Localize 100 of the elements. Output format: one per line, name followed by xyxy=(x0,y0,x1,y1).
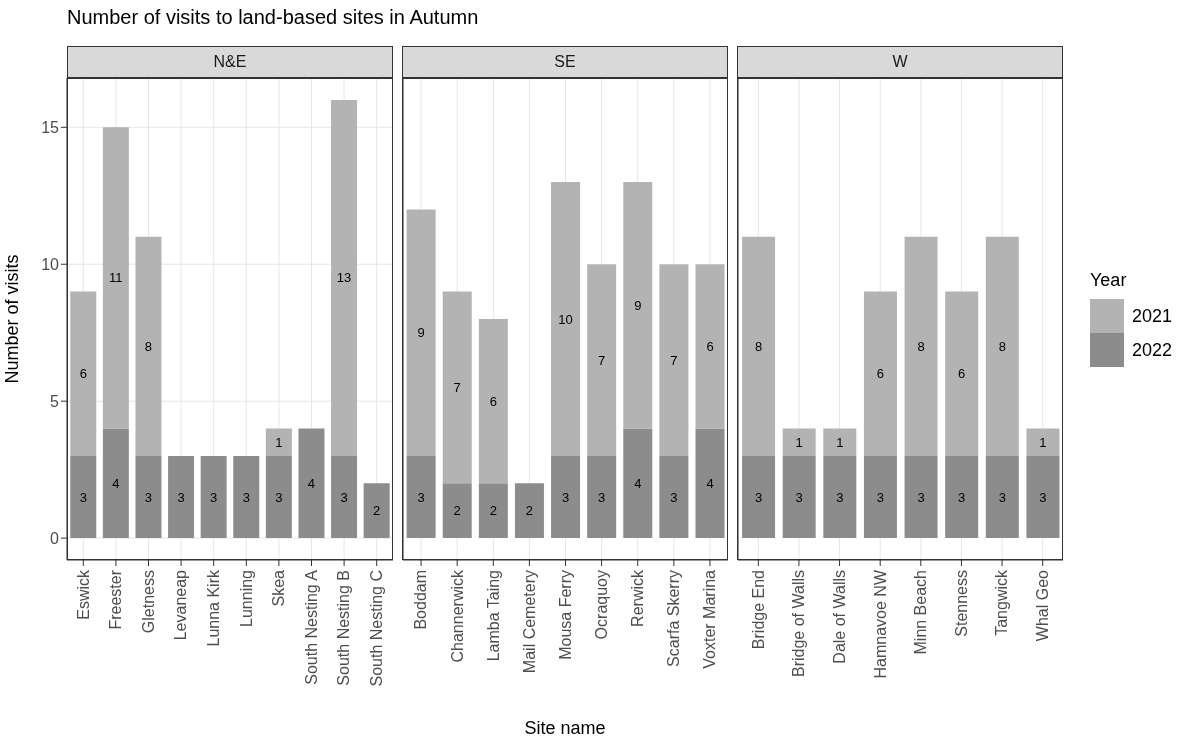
bar xyxy=(102,428,129,539)
bar xyxy=(742,236,776,456)
x-tick-label: Minn Beach xyxy=(912,570,930,655)
x-tick-label: Channerwick xyxy=(448,569,466,663)
bar xyxy=(587,455,617,539)
bar xyxy=(863,455,897,539)
bar xyxy=(945,455,979,539)
bar xyxy=(623,182,653,429)
bar xyxy=(1026,428,1060,456)
data-label: 1 xyxy=(836,434,844,450)
data-label: 3 xyxy=(210,489,218,505)
data-label: 8 xyxy=(754,338,763,354)
chart-title: Number of visits to land-based sites in Autumn xyxy=(67,6,479,29)
bar xyxy=(70,455,97,539)
bar xyxy=(823,455,857,539)
bar xyxy=(904,455,938,539)
bar xyxy=(659,264,689,456)
bar xyxy=(514,483,544,539)
bar xyxy=(551,182,581,456)
bar xyxy=(823,428,857,456)
data-label: 3 xyxy=(275,489,283,505)
data-label: 10 xyxy=(558,311,573,327)
data-label: 2 xyxy=(453,503,461,519)
x-tick-label: Rerwick xyxy=(629,569,647,627)
bar xyxy=(298,428,325,539)
data-label: 6 xyxy=(79,366,87,382)
y-tick-label: 15 xyxy=(41,118,60,136)
x-tick-label: Bridge of Walls xyxy=(790,570,808,677)
x-tick-label: Ocraquoy xyxy=(592,570,610,640)
x-tick-label: Voxter Marina xyxy=(701,569,719,669)
x-tick-label: Scarfa Skerry xyxy=(665,570,683,667)
data-label: 1 xyxy=(1039,434,1047,450)
bar xyxy=(863,291,897,456)
data-label: 9 xyxy=(634,297,642,313)
data-label: 6 xyxy=(489,393,497,409)
data-label: 8 xyxy=(917,338,925,354)
bar xyxy=(782,428,816,456)
x-tick-label: Tangwick xyxy=(993,569,1011,636)
bar xyxy=(659,455,689,539)
y-tick-label: 10 xyxy=(41,255,60,273)
data-label: 1 xyxy=(795,434,803,450)
data-label: 3 xyxy=(1039,489,1047,505)
x-tick-label: Mail Cemetery xyxy=(520,570,538,674)
x-tick-label: Boddam xyxy=(412,570,430,630)
data-label: 4 xyxy=(634,475,642,491)
data-label: 3 xyxy=(917,489,925,505)
x-tick-label: Eswick xyxy=(74,569,92,620)
bar xyxy=(200,455,227,539)
bar xyxy=(233,455,260,539)
bar xyxy=(587,264,617,456)
x-tick-label: South Nesting B xyxy=(335,570,353,686)
bar xyxy=(406,455,436,539)
bar xyxy=(985,455,1019,539)
bar xyxy=(478,483,508,539)
data-label: 13 xyxy=(336,270,352,286)
data-label: 7 xyxy=(670,352,678,368)
bar xyxy=(442,483,472,539)
bar xyxy=(945,291,979,456)
bar xyxy=(70,291,97,456)
x-tick-label: Mousa Ferry xyxy=(556,570,574,660)
chart-subtitle: W xyxy=(737,46,1063,78)
bar xyxy=(551,455,581,539)
data-label: 4 xyxy=(112,475,120,491)
data-label: 3 xyxy=(670,489,678,505)
data-label: 3 xyxy=(795,489,803,505)
data-label: 3 xyxy=(561,489,570,505)
data-label: 3 xyxy=(754,489,763,505)
data-label: 9 xyxy=(417,325,425,341)
bar xyxy=(695,264,725,429)
bar xyxy=(985,236,1019,456)
bar xyxy=(135,455,162,539)
data-label: 3 xyxy=(144,489,153,505)
data-label: 2 xyxy=(489,503,497,519)
bar xyxy=(331,99,358,456)
legend-label: 2021 xyxy=(1132,305,1173,327)
data-label: 7 xyxy=(453,379,461,395)
bar xyxy=(1026,455,1060,539)
x-tick-label: Bridge End xyxy=(749,570,767,650)
x-tick-label: South Nesting C xyxy=(368,570,386,687)
data-label: 3 xyxy=(836,489,844,505)
data-label: 11 xyxy=(109,270,123,286)
y-tick-label: 0 xyxy=(50,529,60,547)
data-label: 3 xyxy=(177,489,185,505)
data-label: 3 xyxy=(998,489,1006,505)
bar xyxy=(102,127,129,429)
x-tick-label: Hamnavoe NW xyxy=(871,569,889,679)
data-label: 3 xyxy=(340,489,348,505)
y-tick-label: 5 xyxy=(50,392,60,410)
x-tick-label: Whal Geo xyxy=(1034,569,1052,642)
data-label: 6 xyxy=(876,366,885,382)
bar xyxy=(135,236,162,456)
bar xyxy=(168,455,195,539)
bar xyxy=(331,455,358,539)
data-label: 3 xyxy=(876,489,885,505)
bar xyxy=(904,236,938,456)
data-label: 7 xyxy=(598,352,606,368)
y-axis-title: Number of visits xyxy=(1,254,23,384)
data-label: 3 xyxy=(417,489,425,505)
x-tick-label: Gletness xyxy=(139,570,157,634)
data-label: 4 xyxy=(706,475,714,491)
